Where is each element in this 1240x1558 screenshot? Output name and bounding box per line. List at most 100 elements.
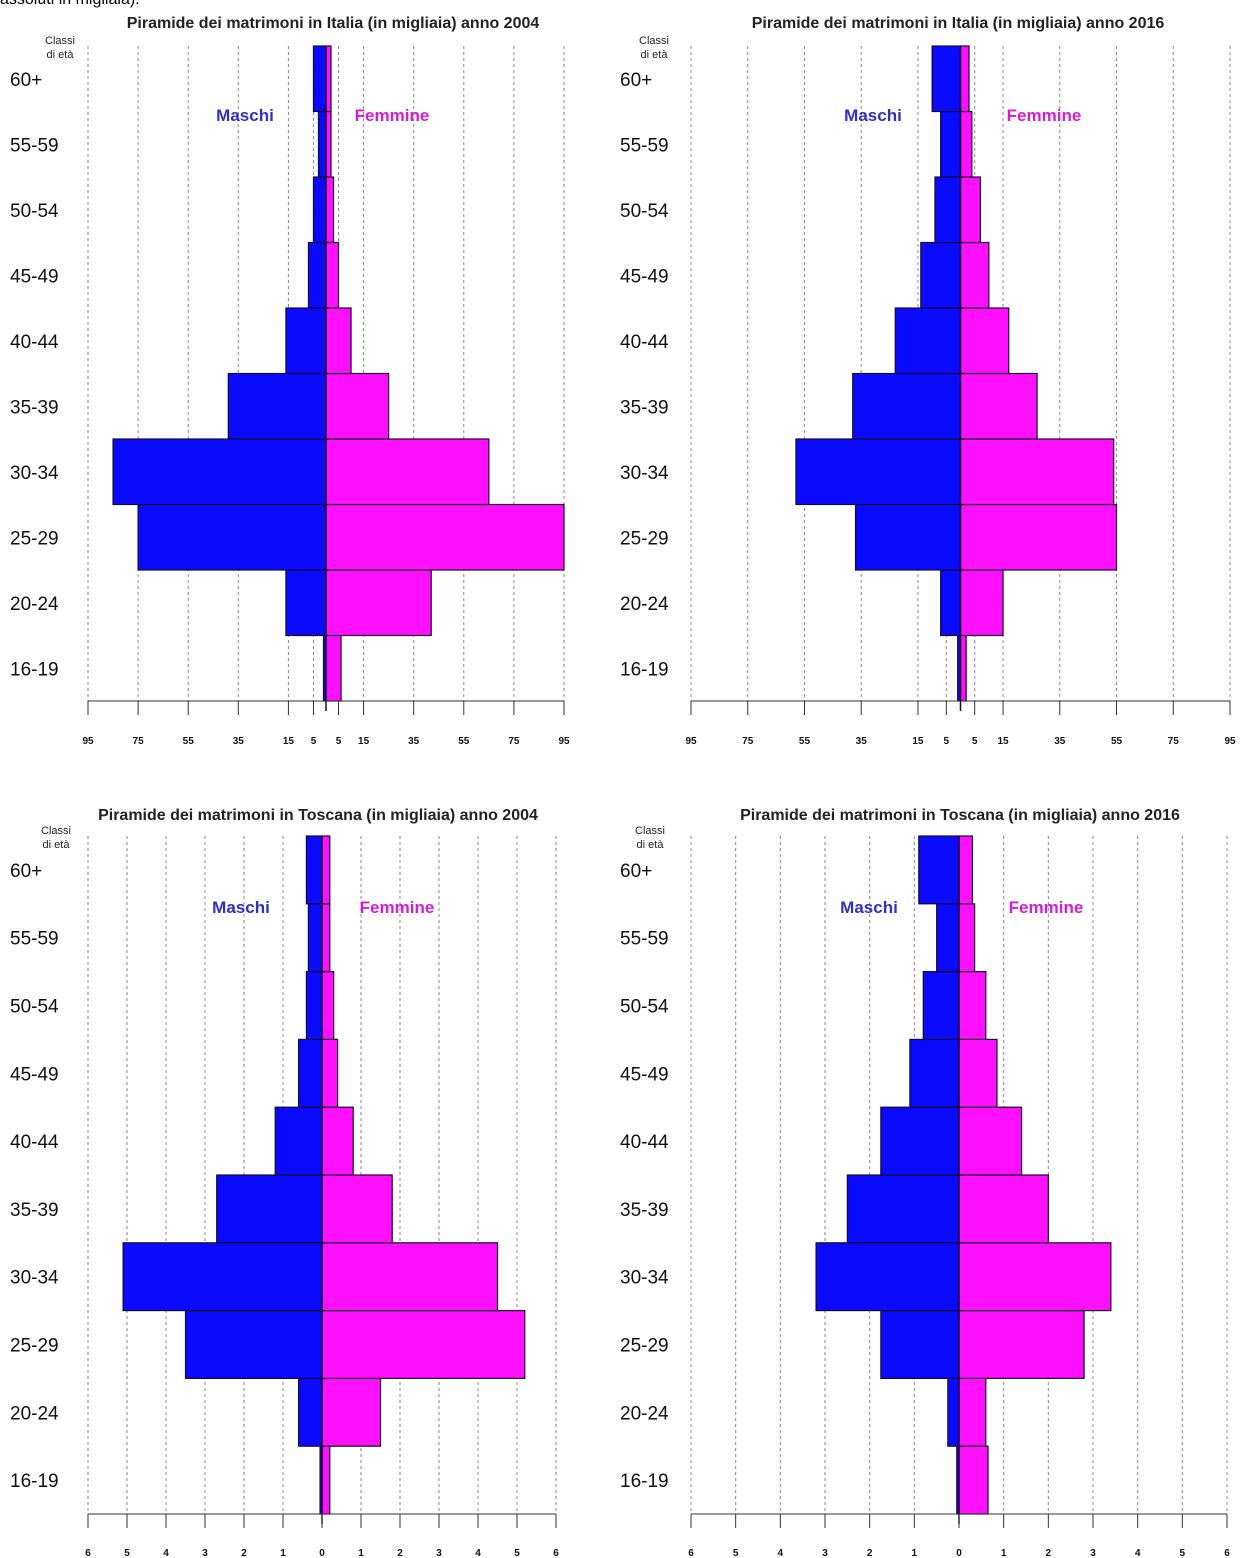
bar-femmine-60+ xyxy=(325,45,332,113)
y-axis-title: Classi xyxy=(41,825,71,837)
category-label: 16-19 xyxy=(620,1471,669,1492)
bar-femmine-40-44 xyxy=(325,307,352,375)
bar-femmine-55-59 xyxy=(958,903,976,973)
x-tick-label: 95 xyxy=(1224,736,1236,747)
bar-maschi-45-49 xyxy=(298,1038,323,1108)
x-tick-label: 0 xyxy=(319,1548,325,1558)
x-tick-label: 5 xyxy=(733,1548,739,1558)
category-label: 20-24 xyxy=(10,594,59,615)
bar-femmine-16-19 xyxy=(321,1445,331,1515)
x-tick-label: 15 xyxy=(283,736,295,747)
legend-femmine: Femmine xyxy=(1007,106,1082,125)
bar-maschi-40-44 xyxy=(274,1106,323,1176)
x-tick-label: 6 xyxy=(688,1548,694,1558)
category-label: 35-39 xyxy=(620,1200,669,1221)
category-label: 45-49 xyxy=(620,266,669,287)
x-tick-label: 2 xyxy=(867,1548,873,1558)
legend-maschi: Maschi xyxy=(840,898,898,917)
x-tick-label: 35 xyxy=(1054,736,1066,747)
bar-femmine-20-24 xyxy=(321,1377,382,1447)
bar-femmine-35-39 xyxy=(325,372,390,440)
legend-maschi: Maschi xyxy=(216,106,274,125)
chart-title: Piramide dei matrimoni in Toscana (in mi… xyxy=(740,807,1180,824)
category-label: 35-39 xyxy=(10,397,59,418)
legend-femmine: Femmine xyxy=(355,106,430,125)
bar-femmine-50-54 xyxy=(959,176,981,244)
bar-femmine-60+ xyxy=(958,835,973,905)
bar-maschi-60+ xyxy=(918,835,960,905)
bar-femmine-25-29 xyxy=(959,503,1118,571)
legend-femmine: Femmine xyxy=(360,898,435,917)
y-axis-title: di età xyxy=(641,49,669,61)
bar-femmine-35-39 xyxy=(321,1174,393,1244)
x-tick-label: 1 xyxy=(280,1548,286,1558)
bar-maschi-20-24 xyxy=(285,569,327,637)
bar-maschi-25-29 xyxy=(184,1309,323,1379)
legend-maschi: Maschi xyxy=(212,898,270,917)
bar-maschi-60+ xyxy=(312,45,327,113)
bar-maschi-35-39 xyxy=(227,372,327,440)
page-caption: assoluti in migliaia). xyxy=(0,0,140,9)
category-label: 50-54 xyxy=(10,997,59,1018)
category-label: 40-44 xyxy=(620,332,669,353)
x-tick-label: 35 xyxy=(233,736,245,747)
chart-title: Piramide dei matrimoni in Toscana (in mi… xyxy=(98,807,538,824)
x-tick-label: 5 xyxy=(944,736,950,747)
bar-maschi-40-44 xyxy=(285,307,327,375)
bar-femmine-45-49 xyxy=(958,1038,998,1108)
bar-maschi-30-34 xyxy=(815,1242,960,1312)
bar-femmine-50-54 xyxy=(958,971,987,1041)
bar-maschi-50-54 xyxy=(934,176,962,244)
bar-maschi-30-34 xyxy=(112,438,327,506)
bar-maschi-35-39 xyxy=(846,1174,960,1244)
pyramid-chart-toscana-2004: 16-19 20-24 25-29 30-34 35-39 40-44 45-49 50-54… xyxy=(10,807,559,1558)
category-label: 25-29 xyxy=(10,528,59,549)
category-label: 25-29 xyxy=(620,1336,669,1357)
x-tick-label: 2 xyxy=(397,1548,403,1558)
x-tick-label: 6 xyxy=(85,1548,91,1558)
bar-femmine-55-59 xyxy=(321,903,331,973)
x-tick-label: 5 xyxy=(514,1548,520,1558)
bar-maschi-50-54 xyxy=(312,176,327,244)
category-label: 60+ xyxy=(620,861,652,882)
category-label: 40-44 xyxy=(10,1132,59,1153)
bar-maschi-50-54 xyxy=(305,971,323,1041)
x-tick-label: 5 xyxy=(972,736,978,747)
y-axis-title: di età xyxy=(637,839,665,851)
bar-femmine-25-29 xyxy=(958,1309,1085,1379)
bar-femmine-40-44 xyxy=(959,307,1010,375)
chart-title: Piramide dei matrimoni in Italia (in mig… xyxy=(127,15,540,32)
x-tick-label: 5 xyxy=(336,736,342,747)
bar-maschi-55-59 xyxy=(940,110,962,178)
x-tick-label: 3 xyxy=(822,1548,828,1558)
x-tick-label: 2 xyxy=(241,1548,247,1558)
x-tick-label: 55 xyxy=(1111,736,1123,747)
bar-femmine-55-59 xyxy=(325,110,332,178)
pyramid-chart-toscana-2016: 16-19 20-24 25-29 30-34 35-39 40-44 45-49 50-54… xyxy=(620,807,1230,1558)
x-tick-label: 4 xyxy=(475,1548,481,1558)
bar-maschi-60+ xyxy=(931,45,962,113)
x-tick-label: 3 xyxy=(1090,1548,1096,1558)
x-tick-label: 75 xyxy=(133,736,145,747)
bar-femmine-16-19 xyxy=(325,634,342,702)
x-tick-label: 15 xyxy=(912,736,924,747)
legend-femmine: Femmine xyxy=(1009,898,1084,917)
y-axis-title: Classi xyxy=(635,825,665,837)
x-tick-label: 3 xyxy=(436,1548,442,1558)
bar-maschi-55-59 xyxy=(317,110,327,178)
x-tick-label: 35 xyxy=(408,736,420,747)
category-label: 35-39 xyxy=(10,1200,59,1221)
x-tick-label: 55 xyxy=(458,736,470,747)
category-label: 40-44 xyxy=(620,1132,669,1153)
bar-femmine-40-44 xyxy=(321,1106,354,1176)
x-tick-label: 75 xyxy=(742,736,754,747)
pyramid-chart-italia-2004: 16-19 20-24 25-29 30-34 35-39 40-44 45-49 50-54… xyxy=(10,15,570,747)
bar-maschi-45-49 xyxy=(307,241,327,309)
bar-femmine-20-24 xyxy=(958,1377,987,1447)
category-label: 45-49 xyxy=(620,1064,669,1085)
category-label: 16-19 xyxy=(620,659,669,680)
bar-maschi-25-29 xyxy=(137,503,327,571)
x-tick-label: 5 xyxy=(311,736,317,747)
bar-femmine-45-49 xyxy=(325,241,340,309)
x-tick-label: 1 xyxy=(358,1548,364,1558)
